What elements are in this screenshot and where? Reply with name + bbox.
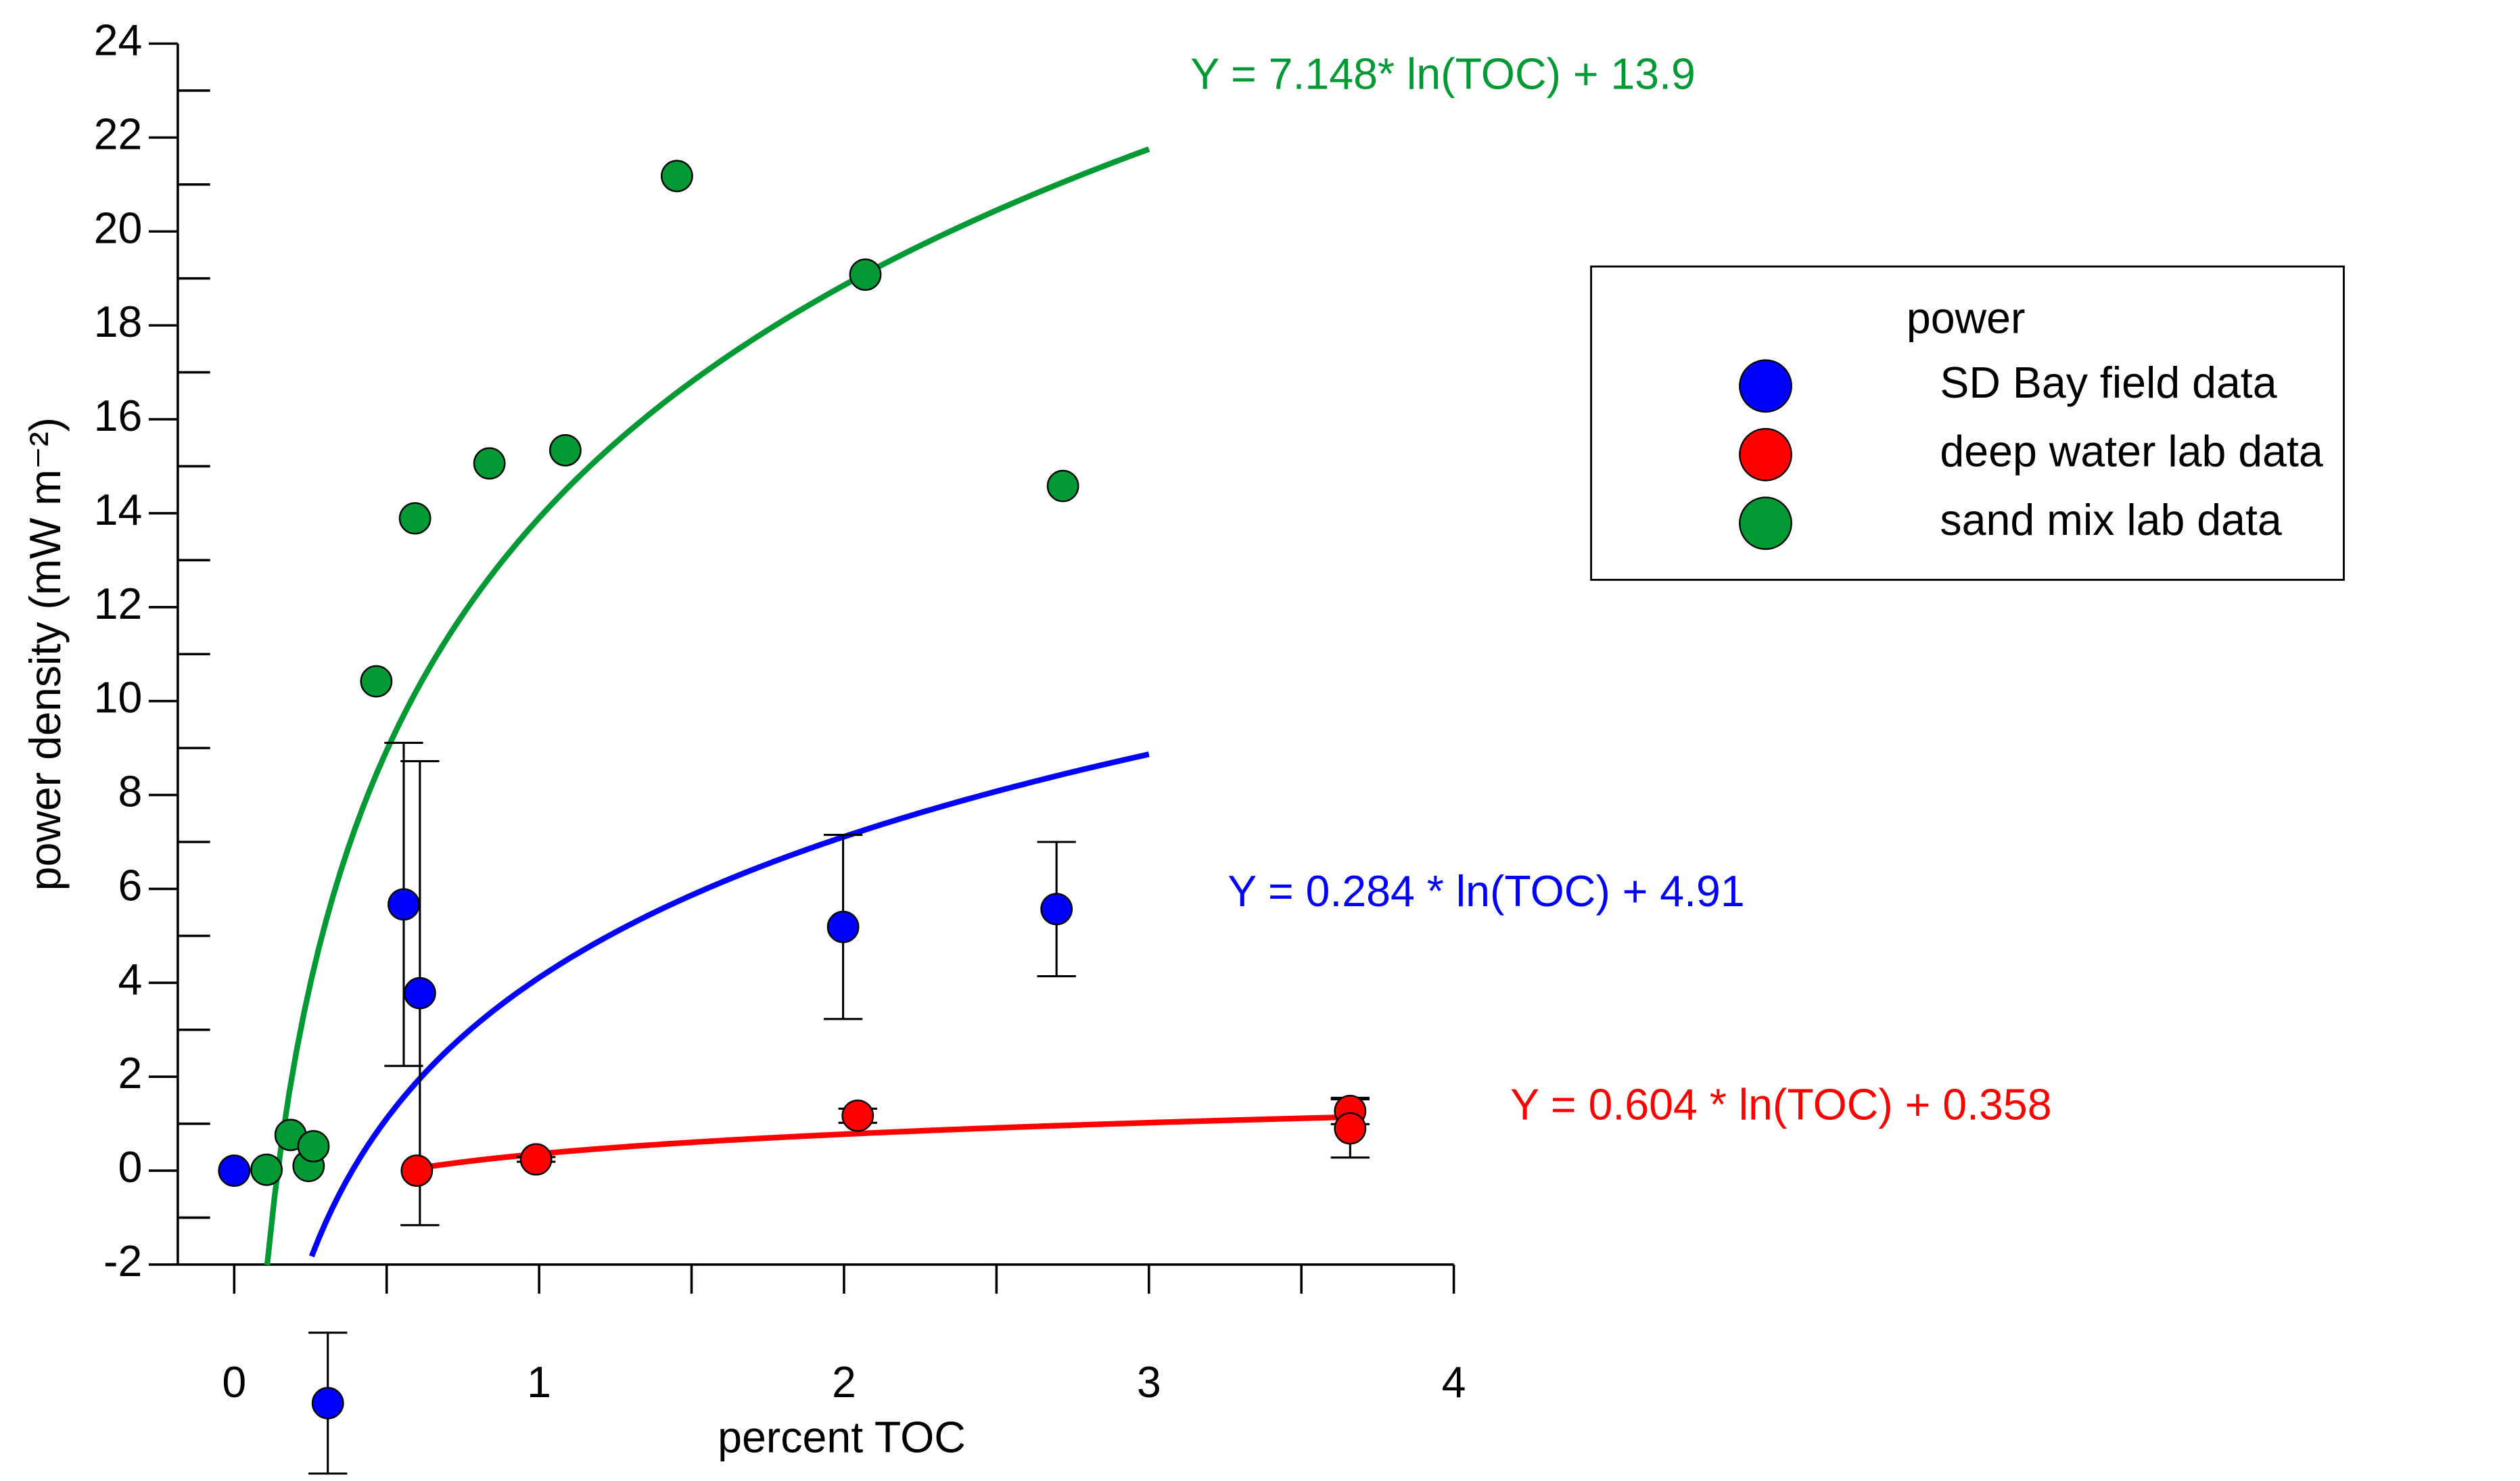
y-tick-label: 12: [94, 580, 143, 628]
data-point: [661, 160, 693, 193]
data-point: [218, 1154, 251, 1187]
x-axis-label: percent TOC: [718, 1413, 966, 1461]
data-point: [403, 977, 436, 1010]
fit-equation: Y = 0.284 * ln(TOC) + 4.91: [1228, 867, 1745, 916]
data-point: [841, 1099, 874, 1132]
data-point: [1046, 469, 1079, 502]
y-tick-label: 20: [94, 204, 143, 252]
y-tick-label: 10: [94, 674, 143, 722]
y-tick-label: 0: [118, 1143, 142, 1192]
legend-label: sand mix lab data: [1940, 496, 2281, 544]
data-point: [826, 910, 860, 943]
x-tick-label: 2: [832, 1358, 856, 1407]
fit-equation: Y = 0.604 * ln(TOC) + 0.358: [1510, 1080, 2051, 1129]
data-point: [849, 258, 882, 291]
y-tick-label: 24: [94, 16, 143, 65]
data-point: [473, 447, 506, 480]
y-tick-label: 22: [94, 110, 143, 158]
data-point: [311, 1386, 344, 1419]
data-point: [1334, 1112, 1367, 1145]
y-tick-label: 6: [118, 861, 142, 910]
fit-equation: Y = 7.148* ln(TOC) + 13.9: [1190, 50, 1696, 99]
legend-marker: [1739, 427, 1792, 481]
legend-marker: [1739, 496, 1792, 550]
legend-label: deep water lab data: [1940, 427, 2323, 475]
y-tick-label: 14: [94, 486, 143, 534]
data-point: [297, 1130, 330, 1162]
fit-curve: [417, 1114, 1347, 1171]
y-tick-label: 2: [118, 1049, 142, 1098]
data-point: [388, 888, 420, 921]
data-point: [250, 1153, 283, 1186]
x-tick-label: 3: [1137, 1358, 1161, 1407]
legend-marker: [1739, 359, 1792, 413]
data-point: [360, 665, 393, 698]
data-point: [398, 502, 431, 535]
legend-box: [1590, 265, 2345, 581]
y-tick-label: 4: [118, 955, 142, 1004]
data-point: [519, 1143, 553, 1176]
data-point: [400, 1154, 434, 1187]
x-tick-label: 0: [222, 1358, 246, 1407]
x-tick-label: 1: [527, 1358, 551, 1407]
legend-label: SD Bay field data: [1940, 358, 2277, 407]
y-axis-label: power density (mW m⁻²): [21, 417, 70, 891]
y-tick-label: 8: [118, 768, 142, 816]
data-point: [1040, 893, 1073, 926]
fit-curve: [264, 146, 1150, 1266]
x-tick-label: 4: [1442, 1358, 1466, 1407]
y-tick-label: -2: [103, 1237, 142, 1286]
data-point: [549, 433, 582, 467]
legend-title: power: [1907, 293, 2026, 342]
y-tick-label: 18: [94, 298, 143, 346]
fit-curve: [308, 751, 1150, 1258]
y-tick-label: 16: [94, 392, 143, 440]
